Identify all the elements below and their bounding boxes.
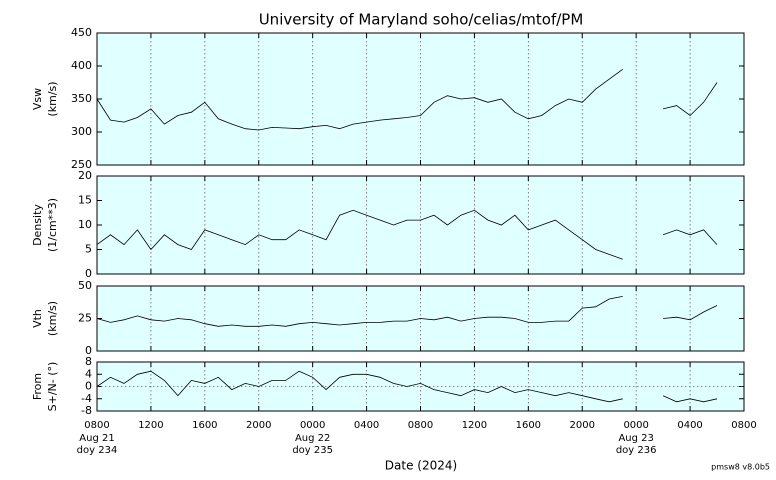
- x-tick-label: 0000: [623, 420, 648, 431]
- data-line: [96, 68, 718, 131]
- date-label: Aug 23: [618, 433, 653, 444]
- x-tick-label: 2000: [246, 420, 271, 431]
- panel-background: [96, 32, 745, 166]
- x-tick-label: 0800: [731, 420, 756, 431]
- y-axis-label: From: [31, 373, 44, 400]
- x-tick-label: 0000: [300, 420, 325, 431]
- y-tick-label: -8: [81, 404, 92, 417]
- data-line: [96, 209, 718, 260]
- y-tick-label: 400: [71, 59, 92, 72]
- data-line: [96, 370, 718, 403]
- y-tick-label: 8: [85, 355, 92, 368]
- x-tick-label: 0400: [677, 420, 702, 431]
- doy-label: doy 235: [292, 445, 333, 456]
- x-tick-label: 1600: [516, 420, 541, 431]
- y-tick-label: 25: [78, 312, 92, 325]
- y-axis-label: Density: [31, 204, 44, 246]
- y-tick-label: 250: [71, 158, 92, 171]
- y-tick-label: 0: [85, 267, 92, 280]
- y-tick-label: -4: [81, 392, 92, 405]
- y-tick-label: 450: [71, 26, 92, 39]
- doy-label: doy 234: [77, 445, 118, 456]
- y-axis-label: (1/cm**3): [46, 198, 59, 252]
- y-tick-label: 10: [78, 218, 92, 231]
- date-label: Aug 22: [295, 433, 330, 444]
- y-axis-label: (km/s): [46, 81, 59, 116]
- y-tick-label: 20: [78, 169, 92, 182]
- y-tick-label: 350: [71, 92, 92, 105]
- y-tick-label: 50: [78, 279, 92, 292]
- y-tick-label: 300: [71, 125, 92, 138]
- doy-label: doy 236: [616, 445, 657, 456]
- y-axis-label: Vsw: [31, 88, 44, 110]
- y-axis-label: Vth: [31, 309, 44, 328]
- y-tick-label: 5: [85, 243, 92, 256]
- y-tick-label: 15: [78, 194, 92, 207]
- y-axis-label: (km/s): [46, 301, 59, 336]
- x-tick-label: 1200: [462, 420, 487, 431]
- x-tick-label: 1200: [138, 420, 163, 431]
- date-label: Aug 21: [79, 433, 114, 444]
- y-tick-label: 0: [85, 380, 92, 393]
- data-line: [96, 296, 718, 327]
- footer: pmsw8 v8.0b5: [711, 463, 770, 472]
- x-tick-label: 0800: [408, 420, 433, 431]
- x-tick-label: 1600: [192, 420, 217, 431]
- x-axis-label: Date (2024): [385, 459, 457, 473]
- chart-title: University of Maryland soho/celias/mtof/…: [259, 11, 584, 29]
- y-axis-label: S+/N- (°): [46, 362, 59, 412]
- x-tick-label: 0400: [354, 420, 379, 431]
- y-tick-label: 0: [85, 344, 92, 357]
- x-tick-label: 2000: [570, 420, 595, 431]
- y-tick-label: 4: [85, 367, 92, 380]
- x-tick-label: 0800: [84, 420, 109, 431]
